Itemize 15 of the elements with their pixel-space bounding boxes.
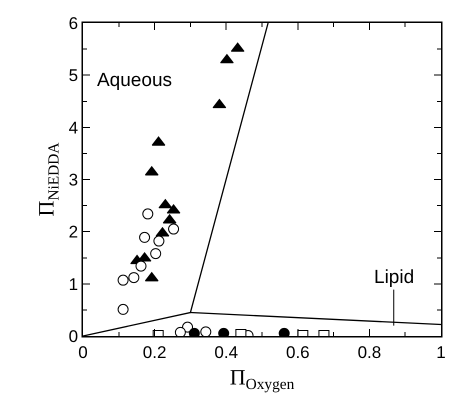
y-tick-label: 3 <box>68 170 78 190</box>
y-tick-label: 0 <box>68 326 78 346</box>
y-tick-label: 4 <box>68 118 78 138</box>
annotation: Lipid <box>374 267 414 288</box>
x-tick-label: 0.4 <box>214 342 238 362</box>
x-axis-title: Π$_{Oxygen}$ <box>230 364 295 394</box>
x-tick-label: 0.8 <box>358 342 382 362</box>
x-tick-label: 0.6 <box>286 342 310 362</box>
y-tick-label: 2 <box>68 222 78 242</box>
annotation: Aqueous <box>97 70 172 91</box>
y-tick-label: 5 <box>68 66 78 86</box>
y-tick-label: 6 <box>68 14 78 33</box>
x-tick-label: 0.2 <box>142 342 166 362</box>
y-tick-label: 1 <box>68 274 78 294</box>
x-tick-label: 1 <box>436 342 446 362</box>
